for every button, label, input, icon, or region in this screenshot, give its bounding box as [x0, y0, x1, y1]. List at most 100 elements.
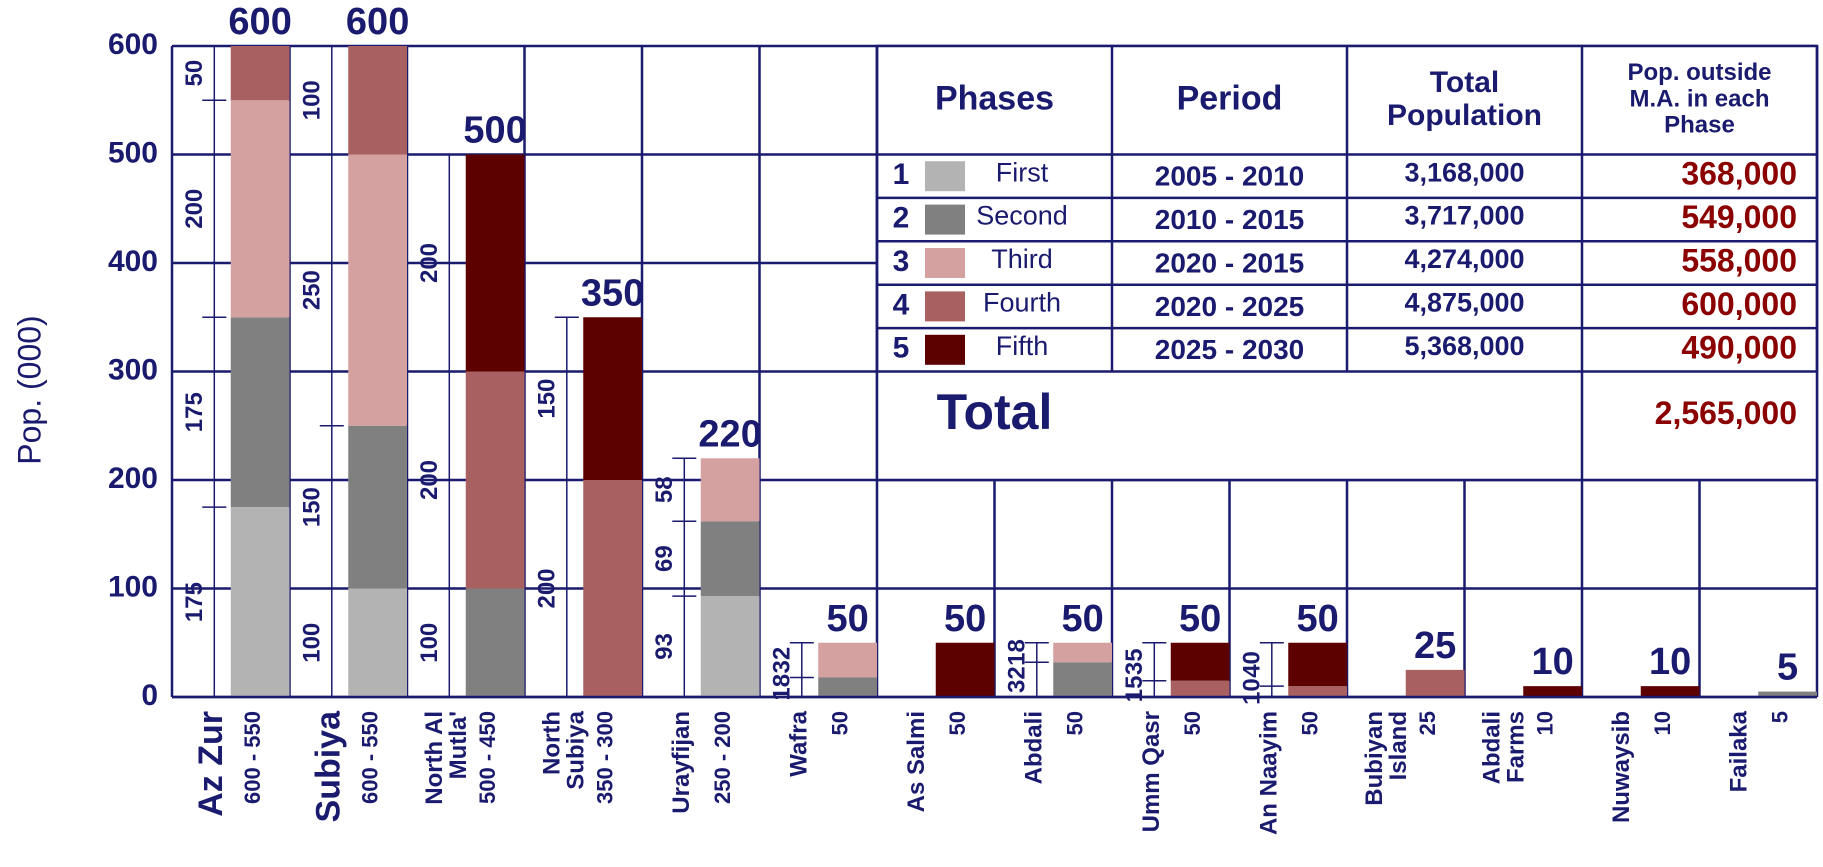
bar-segment	[1405, 669, 1465, 697]
legend-swatch	[925, 204, 965, 235]
y-tick-label: 500	[108, 136, 158, 169]
category-sublabel: 10	[1650, 711, 1675, 735]
legend-label: First	[996, 157, 1049, 187]
bar-segment	[1640, 686, 1700, 697]
bar-segment	[1053, 642, 1112, 663]
segment-label: 200	[533, 568, 560, 608]
table-cell: 558,000	[1681, 242, 1797, 278]
category-label: NorthSubiya	[539, 710, 590, 789]
segment-label: 58	[651, 476, 678, 503]
category-sublabel: 50	[945, 711, 970, 735]
bar-segment	[935, 642, 995, 697]
bar-segment	[465, 154, 525, 372]
table-cell: 3,717,000	[1404, 201, 1524, 231]
table-cell: 2010 - 2015	[1155, 204, 1304, 235]
bar-segment	[700, 596, 760, 697]
segment-label: 175	[181, 392, 208, 432]
table-cell: 4,274,000	[1404, 244, 1524, 274]
category-sublabel: 250 - 200	[710, 711, 735, 804]
segment-label: 250	[298, 270, 325, 310]
category-sublabel: 25	[1415, 711, 1440, 735]
legend-label: Second	[976, 201, 1068, 231]
category-label: BubiyanIsland	[1361, 711, 1412, 806]
table-cell: 2020 - 2025	[1155, 291, 1304, 322]
total-label: 220	[698, 413, 761, 455]
legend-swatch	[925, 161, 965, 192]
segment-label: 100	[416, 623, 443, 663]
table-cell: 3,168,000	[1404, 157, 1524, 187]
total-label: 500	[463, 110, 526, 152]
segment-label: 200	[181, 189, 208, 229]
category-label: Wafra	[786, 710, 813, 776]
bar-segment	[1170, 680, 1230, 697]
table-cell: 2005 - 2010	[1155, 161, 1304, 192]
table-cell: 549,000	[1681, 199, 1797, 235]
category-sublabel: 50	[1298, 711, 1323, 735]
y-tick-label: 600	[108, 28, 158, 61]
phase-number: 2	[893, 202, 910, 235]
total-label: 600	[228, 1, 291, 43]
category-label: North AlMutla'	[421, 711, 472, 805]
category-sublabel: 10	[1533, 711, 1558, 735]
bar-segment	[1170, 642, 1230, 681]
bar-segment	[583, 480, 642, 697]
bar-segment	[348, 425, 407, 589]
category-label: AbdaliFarms	[1479, 711, 1530, 784]
segment-label: 150	[298, 487, 325, 527]
table-total: 2,565,000	[1655, 395, 1797, 431]
category-label: Az Zur	[192, 711, 230, 817]
category-sublabel: 600 - 550	[240, 711, 265, 804]
category-sublabel: 50	[1180, 711, 1205, 735]
category-label: Abdali	[1021, 711, 1048, 784]
total-label: 50	[1296, 598, 1338, 640]
total-label: 10	[1531, 641, 1573, 683]
legend-label: Fifth	[996, 331, 1049, 361]
table-cell: 490,000	[1681, 329, 1797, 365]
bar-segment	[818, 642, 877, 678]
total-label: 10	[1649, 641, 1691, 683]
table-cell: 368,000	[1681, 156, 1797, 192]
bar-segment	[230, 317, 290, 508]
segment-label: 32	[1003, 666, 1030, 693]
table-total-label: Total	[937, 384, 1053, 440]
segment-label: 32	[768, 647, 795, 674]
bar-segment	[348, 588, 407, 697]
total-label: 50	[1179, 598, 1221, 640]
bar-segment	[583, 317, 642, 480]
y-tick-label: 300	[108, 353, 158, 386]
bar-segment	[465, 371, 525, 589]
category-label: An Naayim	[1256, 711, 1283, 835]
category-label: Nuwaysib	[1608, 711, 1635, 823]
bar-segment	[230, 507, 290, 697]
segment-label: 200	[416, 460, 443, 500]
segment-label: 150	[533, 379, 560, 419]
table-header: Total Population	[1387, 66, 1542, 132]
y-tick-label: 100	[108, 570, 158, 603]
category-sublabel: 50	[1063, 711, 1088, 735]
table-cell: 2025 - 2030	[1155, 334, 1304, 365]
category-label: Urayfijan	[668, 711, 695, 814]
bar-segment	[818, 677, 877, 697]
phase-number: 5	[893, 332, 910, 365]
y-tick-label: 0	[141, 679, 158, 712]
segment-label: 93	[651, 633, 678, 660]
total-label: 350	[581, 272, 644, 314]
legend-swatch	[925, 334, 965, 365]
category-sublabel: 500 - 450	[475, 711, 500, 804]
category-label: Umm Qasr	[1138, 711, 1165, 832]
y-tick-label: 400	[108, 245, 158, 278]
bar-segment	[1758, 691, 1817, 697]
bar-segment	[700, 458, 760, 522]
bar-segment	[465, 588, 525, 697]
total-label: 5	[1777, 647, 1798, 689]
total-label: 50	[944, 598, 986, 640]
y-tick-label: 200	[108, 462, 158, 495]
bar-segment	[230, 100, 290, 318]
segment-label: 100	[298, 80, 325, 120]
category-sublabel: 5	[1768, 711, 1793, 723]
category-label: As Salmi	[903, 711, 930, 812]
bar-segment	[230, 46, 290, 101]
table-cell: 2020 - 2015	[1155, 247, 1304, 278]
category-label: Subiya	[310, 710, 348, 823]
